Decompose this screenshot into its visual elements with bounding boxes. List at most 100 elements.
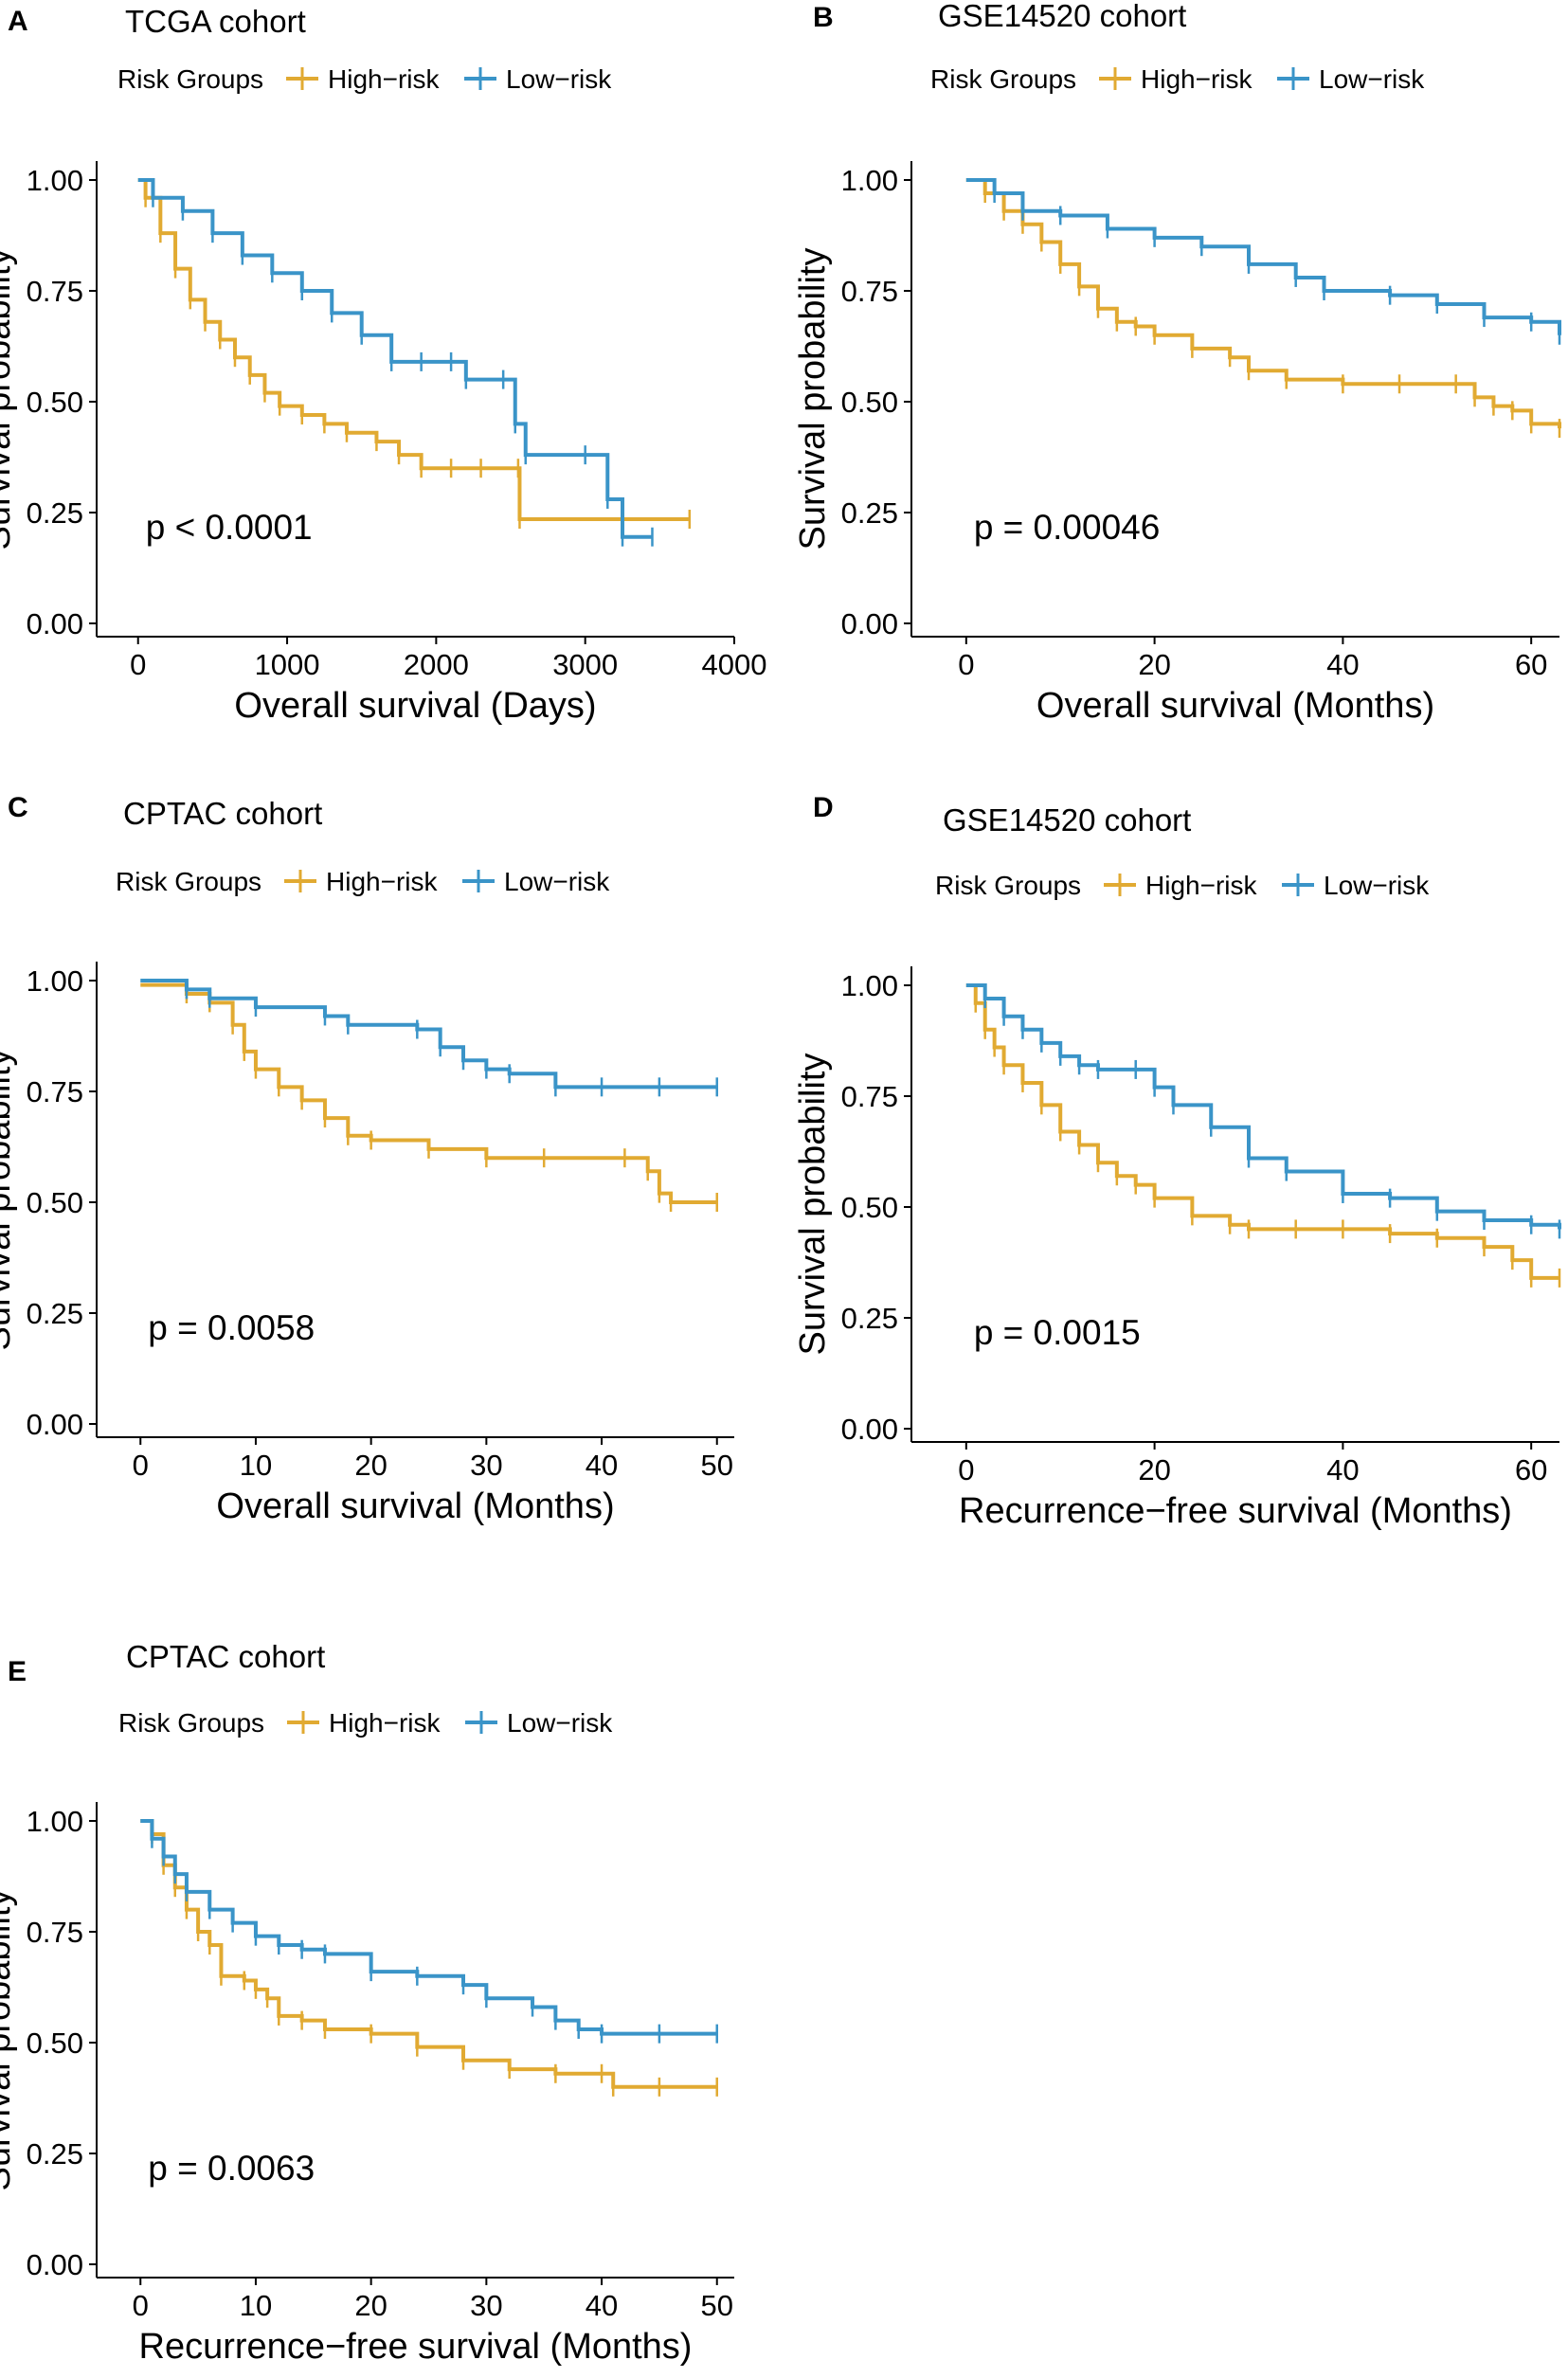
x-tick-label: 0 <box>133 1449 149 1482</box>
x-tick-label: 50 <box>701 2289 733 2322</box>
y-tick-label: 0.50 <box>841 1191 898 1224</box>
legend: Risk Groups High−risk Low−risk <box>117 64 612 94</box>
survival-curve-low-risk <box>140 1819 717 2036</box>
y-tick-label: 0.00 <box>27 2248 83 2281</box>
y-tick-label: 0.25 <box>841 1302 898 1335</box>
legend: Risk Groups High−risk Low−risk <box>118 1708 613 1738</box>
y-tick-label: 0.00 <box>27 1408 83 1441</box>
y-tick-label: 1.00 <box>27 164 83 197</box>
panel-letter: E <box>8 1656 27 1687</box>
series-low-risk <box>140 1819 718 2044</box>
p-value: p < 0.0001 <box>146 508 313 547</box>
series-low-risk <box>137 178 654 547</box>
chart-title: TCGA cohort <box>125 4 306 39</box>
y-tick-label: 0.50 <box>27 386 83 419</box>
legend-label-high-risk: High−risk <box>326 867 438 896</box>
y-tick-label: 0.50 <box>27 1186 83 1219</box>
series-high-risk <box>140 982 718 1212</box>
y-axis-label: Survival probability <box>793 1054 833 1356</box>
x-tick-label: 4000 <box>702 648 767 681</box>
chart-title: GSE14520 cohort <box>938 0 1186 33</box>
survival-curve-low-risk <box>965 178 1561 335</box>
y-tick-label: 0.25 <box>27 1297 83 1330</box>
legend-title: Risk Groups <box>930 64 1076 94</box>
x-tick-label: 0 <box>133 2289 149 2322</box>
legend: Risk Groups High−risk Low−risk <box>116 867 610 896</box>
x-tick-label: 0 <box>958 648 974 681</box>
y-tick-label: 0.50 <box>841 386 898 419</box>
axes: 0.00 0.25 0.50 0.75 1.00 0 10 20 30 40 50 Overall s… <box>0 962 734 1526</box>
legend-label-high-risk: High−risk <box>328 64 440 94</box>
y-tick-label: 0.00 <box>841 607 898 640</box>
x-axis-label: Recurrence−free survival (Months) <box>959 1491 1512 1531</box>
legend: Risk Groups High−risk Low−risk <box>930 64 1425 94</box>
axes: 0.00 0.25 0.50 0.75 1.00 0 1000 2000 3000 4000 Ove… <box>0 161 766 726</box>
legend-label-low-risk: Low−risk <box>504 867 610 896</box>
survival-curve-low-risk <box>965 983 1561 1230</box>
panel-b: B GSE14520 cohort Risk Groups High−risk Low−… <box>793 0 1561 726</box>
x-tick-label: 60 <box>1515 648 1547 681</box>
legend-label-low-risk: Low−risk <box>506 64 612 94</box>
y-tick-label: 0.75 <box>27 1916 83 1949</box>
axes: 0.00 0.25 0.50 0.75 1.00 0 20 40 60 Overall survi… <box>793 161 1559 726</box>
series-high-risk <box>965 178 1561 439</box>
p-value: p = 0.0063 <box>148 2149 315 2188</box>
panel-c: C CPTAC cohort Risk Groups High−risk Low−ris… <box>0 792 734 1526</box>
panel-letter: A <box>8 6 28 37</box>
x-tick-label: 10 <box>240 1449 272 1482</box>
survival-curve-low-risk <box>137 178 653 539</box>
x-tick-label: 2000 <box>404 648 469 681</box>
y-tick-label: 0.75 <box>841 275 898 308</box>
panel-d: D GSE14520 cohort Risk Groups High−risk Low−… <box>793 792 1561 1531</box>
p-value: p = 0.0058 <box>148 1308 315 1347</box>
series-low-risk <box>965 178 1561 345</box>
panel-letter: B <box>813 2 834 33</box>
x-tick-label: 20 <box>354 1449 387 1482</box>
y-tick-label: 0.25 <box>27 2137 83 2171</box>
x-tick-label: 20 <box>1138 1453 1170 1486</box>
panel-letter: D <box>813 792 834 823</box>
x-tick-label: 30 <box>470 1449 502 1482</box>
series-low-risk <box>140 979 718 1097</box>
y-tick-label: 0.00 <box>27 607 83 640</box>
x-tick-label: 40 <box>586 2289 618 2322</box>
series-high-risk <box>137 178 692 530</box>
x-tick-label: 1000 <box>255 648 320 681</box>
x-tick-label: 10 <box>240 2289 272 2322</box>
x-tick-label: 3000 <box>552 648 618 681</box>
survival-curve-low-risk <box>140 979 717 1090</box>
axes: 0.00 0.25 0.50 0.75 1.00 0 10 20 30 40 50Recurrenc… <box>0 1802 734 2367</box>
survival-curve-high-risk <box>965 983 1559 1280</box>
survival-curve-high-risk <box>140 982 717 1204</box>
series-high-risk <box>965 983 1561 1288</box>
y-tick-label: 0.50 <box>27 2027 83 2060</box>
series-high-risk <box>140 1819 718 2097</box>
legend-label-high-risk: High−risk <box>329 1708 441 1738</box>
y-tick-label: 0.00 <box>841 1413 898 1446</box>
x-axis-label: Overall survival (Months) <box>1036 686 1434 726</box>
y-tick-label: 1.00 <box>27 1805 83 1838</box>
x-tick-label: 50 <box>701 1449 733 1482</box>
y-axis-label: Survival probability <box>793 248 833 550</box>
chart-title: CPTAC cohort <box>123 796 322 831</box>
legend-title: Risk Groups <box>117 64 263 94</box>
legend: Risk Groups High−risk Low−risk <box>935 871 1430 900</box>
x-tick-label: 0 <box>958 1453 974 1486</box>
y-tick-label: 0.75 <box>27 275 83 308</box>
y-tick-label: 0.25 <box>27 496 83 530</box>
legend-label-low-risk: Low−risk <box>1319 64 1425 94</box>
x-tick-label: 40 <box>586 1449 618 1482</box>
panel-a: A TCGA cohort Risk Groups High−risk Low−risk… <box>0 4 766 726</box>
legend-label-high-risk: High−risk <box>1141 64 1253 94</box>
x-tick-label: 30 <box>470 2289 502 2322</box>
y-tick-label: 1.00 <box>841 969 898 1002</box>
y-axis-label: Survival probability <box>0 1889 18 2191</box>
x-tick-label: 20 <box>1138 648 1170 681</box>
x-tick-label: 40 <box>1326 648 1359 681</box>
y-axis-label: Survival probability <box>0 248 18 550</box>
x-axis-label: Recurrence−free survival (Months) <box>139 2327 693 2367</box>
chart-title: CPTAC cohort <box>126 1639 325 1674</box>
y-axis-label: Survival probability <box>0 1049 18 1351</box>
y-tick-label: 1.00 <box>841 164 898 197</box>
